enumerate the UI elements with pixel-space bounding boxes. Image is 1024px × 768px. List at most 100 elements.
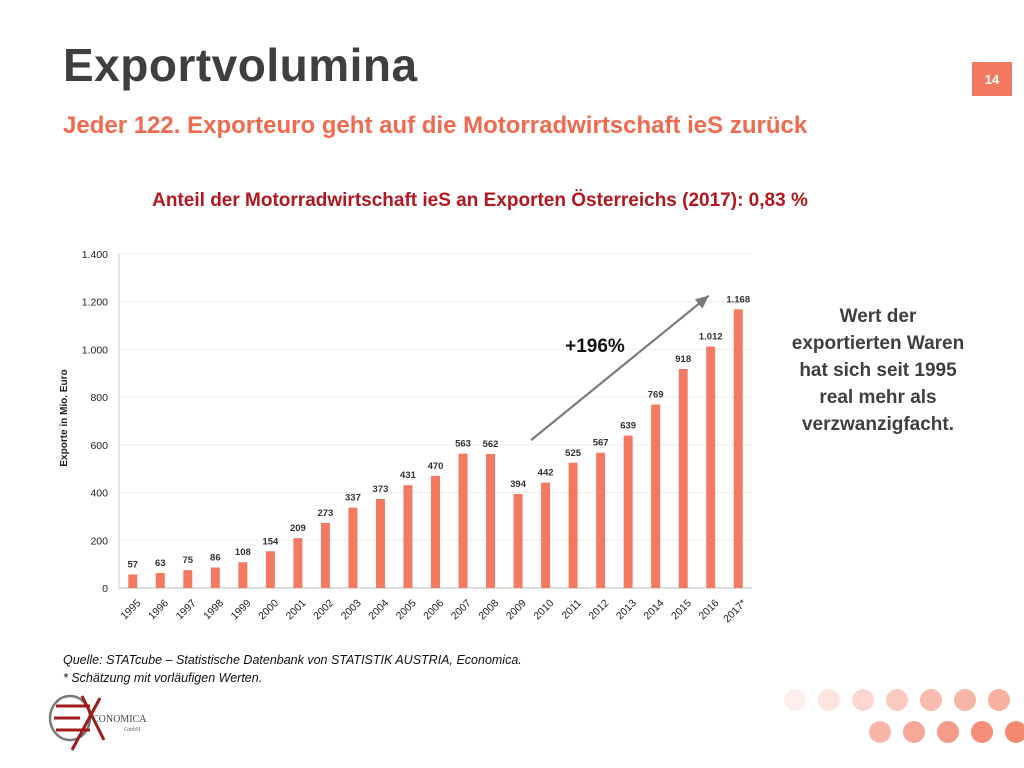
x-tick-label: 2005 (394, 597, 419, 622)
value-label: 563 (455, 439, 471, 450)
x-tick-label: 2015 (669, 597, 694, 622)
value-label: 442 (538, 468, 554, 479)
y-tick-label: 1.000 (82, 344, 108, 356)
value-label: 562 (483, 439, 499, 450)
y-axis-ticks: 0 200 400 600 800 1.000 1.200 1.400 (82, 249, 108, 595)
x-tick-label: 2017* (721, 597, 749, 625)
x-tick-label: 2011 (559, 597, 584, 622)
side-note-line: exportierten Waren (791, 333, 965, 354)
x-tick-label: 2003 (339, 597, 364, 622)
value-label: 431 (400, 470, 417, 481)
bar (486, 453, 496, 588)
growth-arrow-line (530, 294, 710, 441)
slide-title: Exportvolumina (63, 39, 418, 91)
bar (706, 346, 716, 588)
slide-subtitle: Jeder 122. Exporteuro geht auf die Motor… (63, 112, 808, 139)
value-label: 567 (593, 438, 609, 449)
chart-value-labels: 57 63 75 86 108 154 209 273 337 373 431 470 563 562 39… (127, 294, 750, 570)
growth-annotation: +196% (530, 294, 710, 441)
x-tick-label: 2008 (476, 597, 501, 622)
bar (678, 368, 688, 588)
chart-bars (128, 309, 743, 588)
bar (733, 309, 743, 588)
bar (155, 572, 165, 588)
value-label: 1.168 (726, 294, 750, 305)
decorative-dots (784, 689, 1024, 743)
value-label: 63 (155, 558, 166, 569)
bar (375, 499, 385, 588)
value-label: 639 (620, 421, 636, 432)
page-number-badge: 14 (972, 62, 1012, 96)
side-note: Wert der exportierten Waren hat sich sei… (780, 303, 976, 438)
y-tick-label: 1.400 (82, 249, 108, 261)
y-axis-label: Exporte in Mio. Euro (59, 369, 70, 466)
y-tick-label: 600 (90, 440, 108, 452)
x-tick-label: 2002 (311, 597, 336, 622)
chart-title: Anteil der Motorradwirtschaft ieS an Exp… (152, 190, 808, 211)
logo-text: CONOMICA (92, 714, 147, 725)
side-note-line: real mehr als (819, 387, 937, 408)
value-label: 273 (317, 508, 333, 519)
x-tick-label: 2016 (696, 597, 721, 622)
bar (596, 452, 606, 588)
bar (128, 574, 138, 588)
value-label: 373 (373, 484, 389, 495)
x-tick-label: 1998 (201, 597, 226, 622)
x-tick-label: 2009 (504, 597, 529, 622)
bar (458, 453, 468, 588)
x-tick-label: 2001 (284, 597, 309, 622)
x-tick-label: 1997 (174, 597, 199, 622)
value-label: 918 (675, 354, 691, 365)
y-tick-label: 1.200 (82, 297, 108, 309)
bar (348, 507, 358, 588)
bar (431, 475, 440, 588)
bar (568, 462, 578, 588)
y-tick-label: 400 (90, 488, 108, 500)
value-label: 394 (510, 479, 527, 490)
x-tick-label: 2010 (531, 597, 556, 622)
source-line: Quelle: STATcube – Statistische Datenban… (63, 653, 522, 667)
value-label: 337 (345, 493, 361, 504)
x-tick-label: 2013 (614, 597, 639, 622)
bar (623, 435, 633, 588)
x-tick-label: 2006 (421, 597, 446, 622)
bar (513, 494, 523, 588)
bar (265, 551, 275, 588)
y-tick-label: 800 (90, 392, 108, 404)
growth-annotation-text: +196% (565, 336, 625, 357)
bar (210, 567, 220, 588)
x-tick-label: 2007 (449, 597, 474, 622)
value-label: 108 (235, 547, 251, 558)
bar (293, 538, 303, 588)
bar (651, 404, 661, 588)
growth-arrow-head (694, 295, 709, 309)
side-note-line: verzwanzigfacht. (801, 414, 955, 435)
source-note: Quelle: STATcube – Statistische Datenban… (63, 651, 522, 687)
side-note-line: Wert der (839, 306, 917, 327)
value-label: 57 (127, 559, 138, 570)
logo-subtext: GmbH (124, 727, 141, 733)
x-tick-label: 2014 (641, 597, 666, 622)
x-tick-label: 1995 (119, 597, 144, 622)
value-label: 86 (210, 552, 221, 563)
x-tick-label: 1996 (146, 597, 171, 622)
side-note-line: hat sich seit 1995 (799, 360, 957, 381)
y-tick-label: 200 (90, 535, 108, 547)
bar (320, 522, 330, 588)
x-tick-label: 1999 (229, 597, 254, 622)
value-label: 470 (428, 461, 444, 472)
bar (238, 562, 248, 588)
value-label: 1.012 (699, 332, 723, 343)
economica-logo: CONOMICA GmbH (48, 694, 147, 751)
bar (541, 482, 551, 588)
source-line: * Schätzung mit vorläufigen Werten. (63, 671, 263, 685)
value-label: 75 (183, 555, 194, 566)
value-label: 209 (290, 523, 306, 534)
y-tick-label: 0 (102, 583, 108, 595)
x-tick-label: 2000 (256, 597, 281, 622)
bar (183, 570, 193, 588)
value-label: 525 (565, 448, 582, 459)
bar (403, 485, 413, 588)
x-tick-label: 2004 (366, 597, 391, 622)
